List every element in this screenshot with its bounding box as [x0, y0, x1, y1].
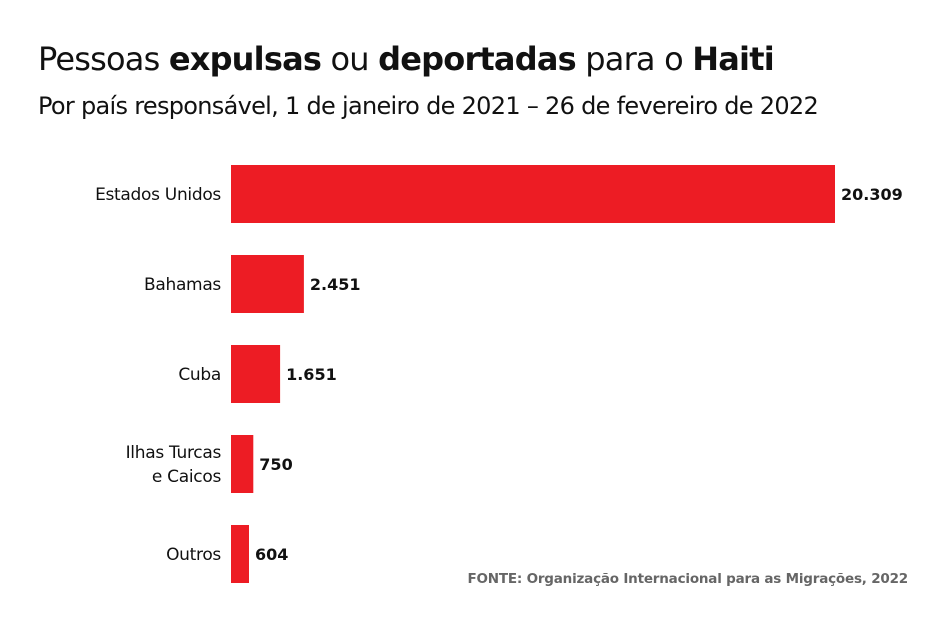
category-label: Cuba	[178, 365, 221, 385]
category-label: Estados Unidos	[95, 185, 221, 205]
category-label: Ilhas Turcas	[126, 443, 222, 463]
title-part: expulsas	[168, 40, 322, 78]
source-note: FONTE: Organização Internacional para as…	[467, 571, 908, 587]
title-part: para o	[575, 40, 693, 78]
category-label: Bahamas	[144, 275, 221, 295]
value-label: 1.651	[286, 365, 337, 384]
chart-title: Pessoas expulsas ou deportadas para o Ha…	[38, 40, 775, 78]
title-part: Pessoas	[38, 40, 169, 78]
chart-subtitle: Por país responsável, 1 de janeiro de 20…	[38, 92, 819, 120]
value-label: 604	[255, 545, 288, 564]
bar	[231, 255, 304, 313]
category-label: e Caicos	[152, 467, 222, 487]
category-label: Outros	[166, 545, 221, 565]
bar	[231, 165, 835, 223]
title-part: Haiti	[692, 40, 774, 78]
title-part: ou	[321, 40, 379, 78]
bar	[231, 345, 281, 403]
bar	[231, 435, 254, 493]
value-label: 2.451	[310, 275, 361, 294]
title-part: deportadas	[378, 40, 577, 78]
bar	[231, 525, 249, 583]
value-label: 750	[259, 455, 292, 474]
value-label: 20.309	[841, 185, 903, 204]
